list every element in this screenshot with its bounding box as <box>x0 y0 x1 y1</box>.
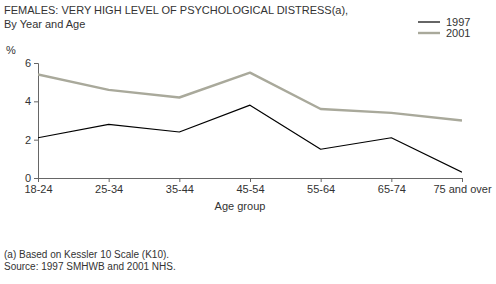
x-axis-line <box>39 179 463 183</box>
x-tick-mark <box>391 178 392 182</box>
x-tick-label: 55-64 <box>307 183 335 195</box>
x-tick: 75 and over <box>433 178 491 195</box>
y-axis-label: % <box>6 44 16 56</box>
title: FEMALES: VERY HIGH LEVEL OF PSYCHOLOGICA… <box>4 4 348 16</box>
y-tick-mark <box>34 101 38 102</box>
x-tick-label: 25-34 <box>95 183 123 195</box>
y-tick-label: 2 <box>25 134 31 146</box>
x-tick-mark <box>462 178 463 182</box>
y-axis: 0246 <box>25 57 39 184</box>
plot-area <box>38 73 462 173</box>
x-tick-mark <box>250 178 251 182</box>
x-tick: 18-24 <box>24 178 52 195</box>
subtitle: By Year and Age <box>4 18 85 30</box>
y-tick-mark <box>34 178 38 179</box>
x-tick-mark <box>38 178 39 182</box>
x-tick-label: 45-54 <box>236 183 264 195</box>
legend-label: 2001 <box>446 27 470 39</box>
y-axis-line <box>34 64 39 179</box>
series-line <box>38 105 462 172</box>
x-tick: 55-64 <box>307 178 335 195</box>
y-tick: 4 <box>25 95 38 107</box>
x-tick-label: 65-74 <box>378 183 406 195</box>
y-tick-label: 4 <box>25 95 31 107</box>
y-tick: 2 <box>25 134 38 146</box>
y-tick-mark <box>34 63 38 64</box>
x-tick-label: 18-24 <box>24 183 52 195</box>
x-axis: 18-24 25-34 35-44 45-54 55-64 65-74 75 and ove… <box>24 178 491 195</box>
x-axis-label: Age group <box>215 200 266 212</box>
y-tick: 6 <box>25 57 38 69</box>
x-tick: 25-34 <box>95 178 123 195</box>
y-tick-label: 6 <box>25 57 31 69</box>
x-tick: 35-44 <box>166 178 194 195</box>
x-tick-mark <box>321 178 322 182</box>
x-tick: 45-54 <box>236 178 264 195</box>
series-line <box>38 73 462 121</box>
legend-swatch <box>418 32 440 34</box>
legend: 19972001 <box>418 16 470 39</box>
footnote: (a) Based on Kessler 10 Scale (K10). <box>4 249 169 260</box>
x-tick: 65-74 <box>378 178 406 195</box>
x-tick-mark <box>109 178 110 182</box>
x-tick-mark <box>179 178 180 182</box>
footnote: Source: 1997 SMHWB and 2001 NHS. <box>4 261 176 272</box>
y-tick-mark <box>34 140 38 141</box>
x-tick-label: 75 and over <box>433 183 491 195</box>
legend-swatch <box>418 21 440 22</box>
chart: FEMALES: VERY HIGH LEVEL OF PSYCHOLOGICA… <box>0 0 496 284</box>
x-tick-label: 35-44 <box>166 183 194 195</box>
